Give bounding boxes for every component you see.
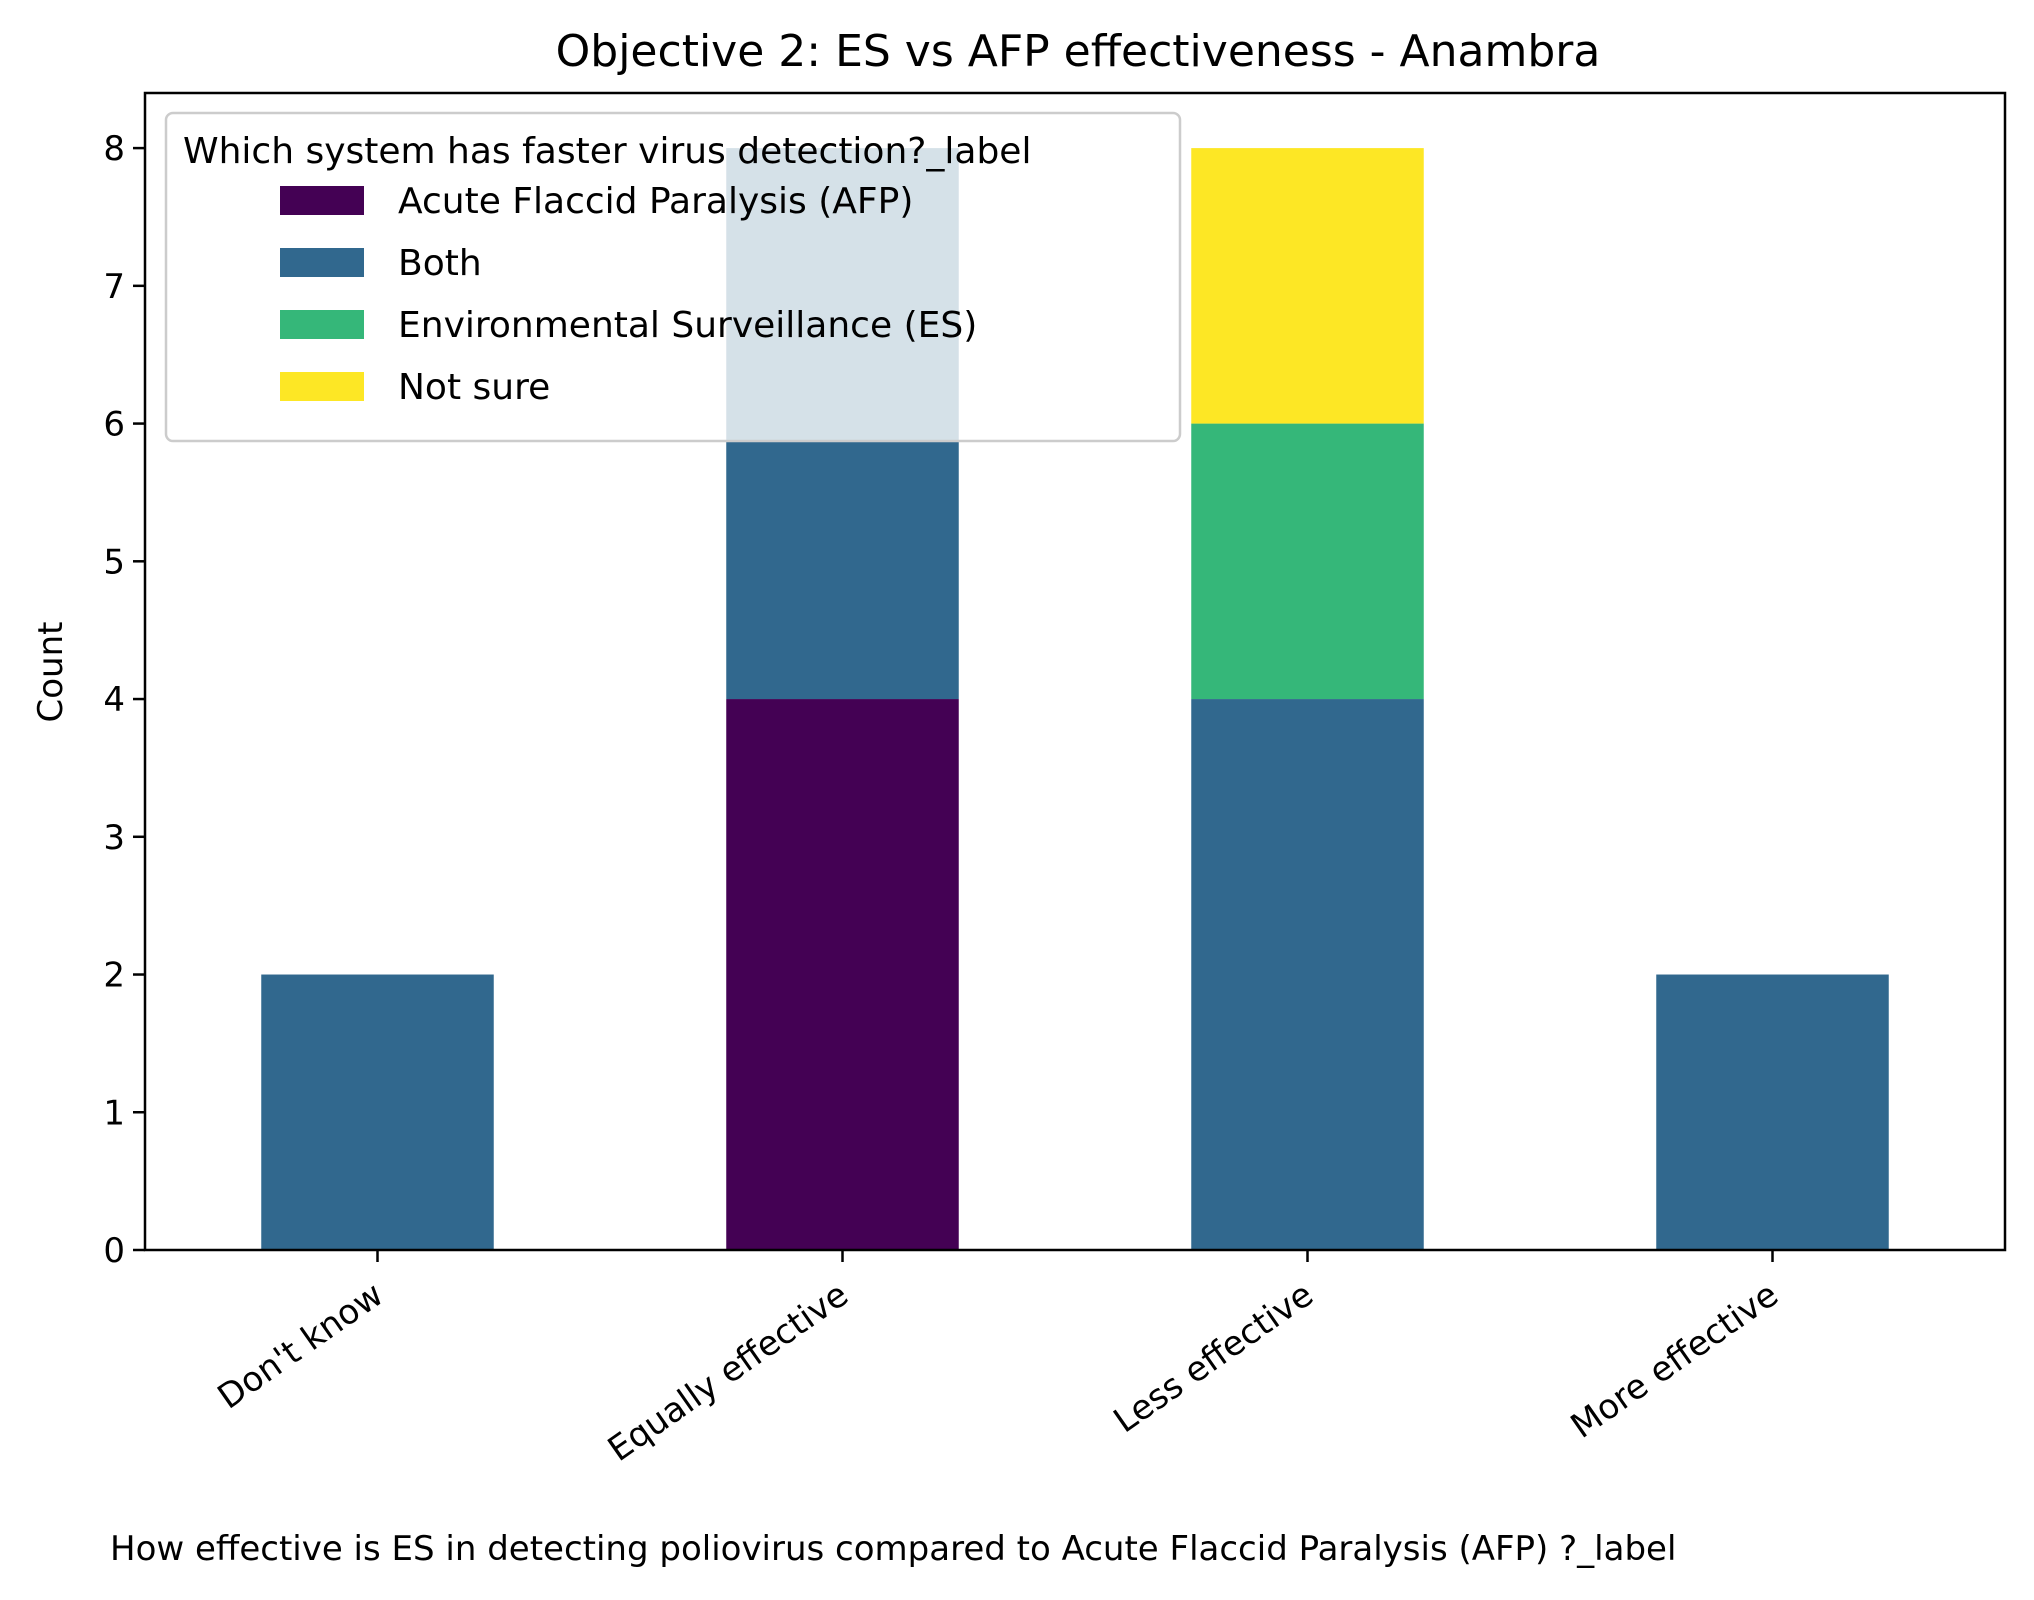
legend-title: Which system has faster virus detection?… (183, 131, 1031, 172)
legend-swatch-both (280, 248, 364, 277)
bar-less-effective-environmental-surveillance-es (1191, 423, 1424, 700)
legend-entries: Acute Flaccid Paralysis (AFP) Both Environ… (280, 181, 977, 408)
bar-equally-effective-acute-flaccid-paralysis-afp (726, 699, 959, 1250)
legend: Which system has faster virus detection?… (164, 111, 1182, 443)
y-tick-label: 6 (103, 405, 125, 445)
y-tick-label: 1 (103, 1093, 125, 1133)
x-tick-label: Equally effective (601, 1275, 856, 1470)
bar-less-effective-not-sure (1191, 148, 1424, 424)
x-axis-label: How effective is ES in detecting poliovi… (110, 1529, 1676, 1569)
y-tick-label: 8 (103, 129, 125, 169)
bars-layer (261, 148, 1889, 1250)
legend-swatch-not-sure (280, 372, 364, 401)
legend-swatch-acute-flaccid-paralysis-afp (280, 186, 364, 215)
x-tick-label: More effective (1564, 1275, 1786, 1447)
y-axis: 0 1 2 3 4 5 6 7 8 (103, 129, 145, 1271)
legend-box (164, 111, 1182, 443)
legend-label-both: Both (398, 243, 482, 284)
x-tick-label: Don't know (211, 1275, 391, 1418)
y-tick-label: 7 (103, 267, 125, 307)
legend-label-not-sure: Not sure (398, 367, 550, 408)
y-tick-label: 2 (103, 956, 125, 996)
y-axis-label: Count (31, 622, 71, 723)
y-tick-label: 3 (103, 818, 125, 858)
y-tick-label: 4 (103, 680, 125, 720)
x-axis: Don't know Equally effective Less effectiv… (211, 1250, 1786, 1470)
plot-frame (143, 91, 2007, 1252)
y-tick-label: 0 (103, 1231, 125, 1271)
bar-more-effective-both (1656, 974, 1889, 1250)
y-tick-label: 5 (103, 542, 125, 582)
legend-label-environmental-surveillance-es: Environmental Surveillance (ES) (398, 305, 977, 346)
x-tick-label: Less effective (1107, 1275, 1321, 1442)
legend-swatch-environmental-surveillance-es (280, 310, 364, 339)
chart-title: Objective 2: ES vs AFP effectiveness - A… (556, 26, 1601, 77)
bar-don-t-know-both (261, 974, 494, 1250)
legend-label-acute-flaccid-paralysis-afp: Acute Flaccid Paralysis (AFP) (398, 181, 913, 222)
bar-less-effective-both (1191, 699, 1424, 1250)
